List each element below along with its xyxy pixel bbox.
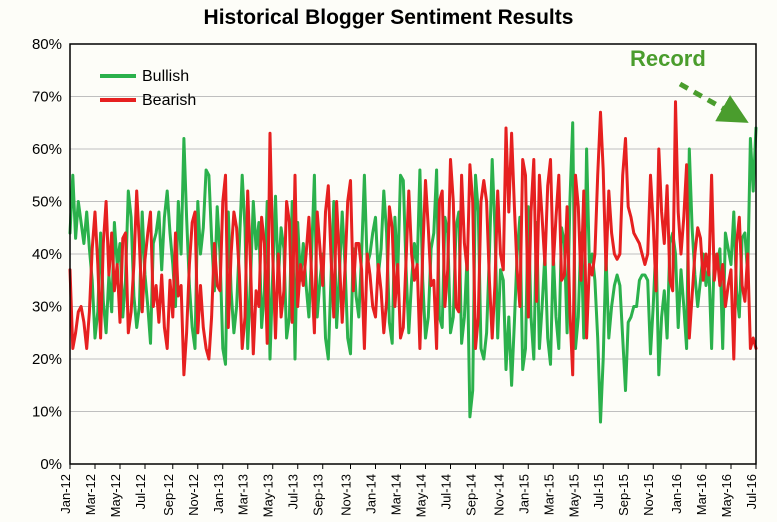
x-tick-label: Sep-14 xyxy=(463,474,478,516)
y-tick-label: 20% xyxy=(32,351,62,368)
x-tick-label: Sep-15 xyxy=(616,474,631,516)
x-tick-label: May-13 xyxy=(261,474,276,517)
x-tick-label: Jul-13 xyxy=(286,474,301,509)
x-tick-label: Jul-12 xyxy=(133,474,148,509)
x-tick-label: May-14 xyxy=(413,474,428,517)
chart-svg: 0% 10% 20% 30% 40% 50% 60% 70% 80% Jan-12 Mar-12 Ma… xyxy=(0,0,777,522)
x-tick-label: Jan-14 xyxy=(364,474,379,514)
x-tick-label: Mar-12 xyxy=(83,474,98,515)
legend: Bullish Bearish xyxy=(100,68,196,109)
x-tick-label: Jul-14 xyxy=(438,474,453,509)
x-tick-label: Nov-15 xyxy=(641,474,656,516)
x-tick-label: Sep-13 xyxy=(311,474,326,516)
x-tick-label: Jul-16 xyxy=(744,474,759,509)
y-tick-label: 10% xyxy=(32,404,62,421)
y-tick-label: 40% xyxy=(32,246,62,263)
x-tick-label: May-16 xyxy=(719,474,734,517)
y-tick-label: 60% xyxy=(32,141,62,158)
y-tick-label: 80% xyxy=(32,36,62,53)
x-tick-label: Mar-13 xyxy=(236,474,251,515)
sentiment-chart: Historical Blogger Sentiment Results Rec… xyxy=(0,0,777,522)
x-tick-label: May-15 xyxy=(566,474,581,517)
x-tick-label: Mar-15 xyxy=(541,474,556,515)
legend-label: Bearish xyxy=(142,92,196,109)
y-tick-label: 30% xyxy=(32,299,62,316)
legend-label: Bullish xyxy=(142,68,189,85)
x-tick-label: Nov-13 xyxy=(339,474,354,516)
y-tick-label: 70% xyxy=(32,89,62,106)
x-tick-label: Jan-16 xyxy=(669,474,684,514)
record-arrow xyxy=(680,84,740,118)
x-tick-label: Jan-12 xyxy=(58,474,73,514)
y-tick-label: 0% xyxy=(40,456,62,473)
x-tick-label: Jan-15 xyxy=(516,474,531,514)
x-tick-label: Mar-14 xyxy=(389,474,404,515)
x-tick-label: Sep-12 xyxy=(161,474,176,516)
x-tick-label: Mar-16 xyxy=(694,474,709,515)
x-tick-label: Jan-13 xyxy=(211,474,226,514)
x-tick-label: May-12 xyxy=(108,474,123,517)
y-tick-label: 50% xyxy=(32,194,62,211)
x-tick-label: Nov-14 xyxy=(491,474,506,516)
x-tick-label: Jul-15 xyxy=(591,474,606,509)
x-tick-label: Nov-12 xyxy=(186,474,201,516)
